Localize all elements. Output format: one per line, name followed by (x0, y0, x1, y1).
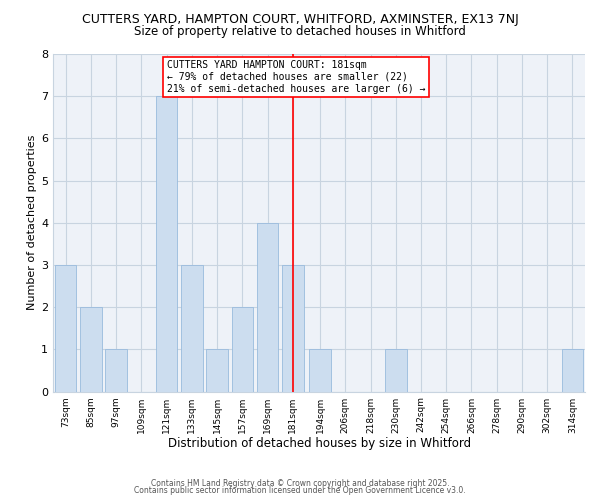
Bar (257, 223, 278, 392)
X-axis label: Distribution of detached houses by size in Whitford: Distribution of detached houses by size … (167, 437, 470, 450)
Bar (156, 96, 178, 392)
Text: CUTTERS YARD, HAMPTON COURT, WHITFORD, AXMINSTER, EX13 7NJ: CUTTERS YARD, HAMPTON COURT, WHITFORD, A… (82, 12, 518, 26)
Text: Contains public sector information licensed under the Open Government Licence v3: Contains public sector information licen… (134, 486, 466, 495)
Bar (181, 265, 203, 392)
Bar (385, 350, 407, 392)
Bar (206, 350, 228, 392)
Bar (310, 350, 331, 392)
Text: CUTTERS YARD HAMPTON COURT: 181sqm
← 79% of detached houses are smaller (22)
21%: CUTTERS YARD HAMPTON COURT: 181sqm ← 79%… (167, 60, 425, 94)
Bar (282, 265, 304, 392)
Text: Contains HM Land Registry data © Crown copyright and database right 2025.: Contains HM Land Registry data © Crown c… (151, 478, 449, 488)
Bar (80, 307, 102, 392)
Bar (55, 265, 76, 392)
Y-axis label: Number of detached properties: Number of detached properties (27, 135, 37, 310)
Bar (106, 350, 127, 392)
Bar (232, 307, 253, 392)
Text: Size of property relative to detached houses in Whitford: Size of property relative to detached ho… (134, 25, 466, 38)
Bar (562, 350, 583, 392)
